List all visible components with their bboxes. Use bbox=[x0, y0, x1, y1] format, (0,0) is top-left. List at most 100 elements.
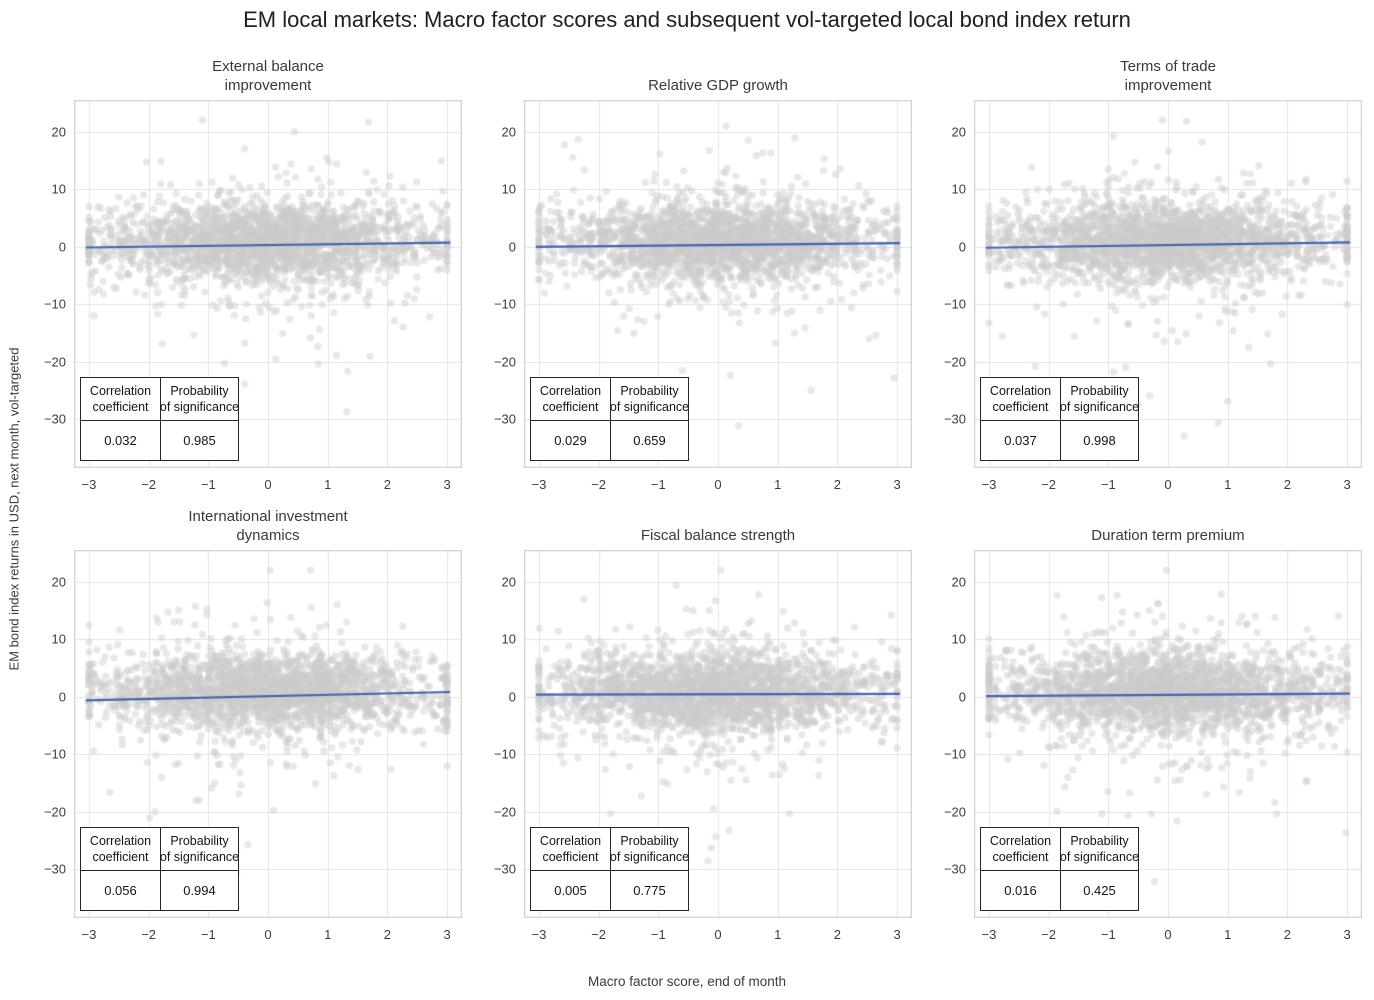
x-tick-label: 3 bbox=[893, 927, 901, 942]
x-axis-label: Macro factor score, end of month bbox=[587, 974, 787, 989]
x-tick-label: −2 bbox=[1041, 927, 1057, 942]
x-tick-label: −1 bbox=[650, 927, 666, 942]
subplot-title: Terms of trade improvement bbox=[1120, 58, 1216, 94]
stats-value-correlation-coefficient: 0.016 bbox=[981, 871, 1061, 911]
stats-header-probability-of-significance: Probability of significance bbox=[160, 378, 239, 421]
x-tick-label: 3 bbox=[443, 927, 451, 942]
y-tick-label: −30 bbox=[943, 861, 966, 877]
y-tick-label: 20 bbox=[501, 574, 516, 590]
y-tick-label: −30 bbox=[43, 861, 66, 877]
x-tick-label: 2 bbox=[1283, 927, 1291, 942]
y-tick-label: 0 bbox=[508, 239, 516, 255]
stats-value-probability-of-significance: 0.994 bbox=[161, 871, 239, 911]
x-tick-label: −3 bbox=[981, 927, 997, 942]
stats-header-correlation-coefficient: Correlation coefficient bbox=[81, 378, 161, 421]
subplot-external-balance-improvement: External balance improvement Correlation… bbox=[44, 58, 462, 492]
stats-header-correlation-coefficient: Correlation coefficient bbox=[531, 378, 611, 421]
x-tick-label: −2 bbox=[1041, 477, 1057, 492]
y-tick-label: −10 bbox=[493, 296, 516, 312]
y-tick-label: −10 bbox=[943, 296, 966, 312]
y-tick-label: 10 bbox=[501, 631, 516, 647]
subplot-title: International investment dynamics bbox=[188, 508, 348, 544]
stats-table: Correlation coefficient Probability of s… bbox=[530, 827, 689, 911]
x-tick-label: −1 bbox=[200, 927, 216, 942]
x-tick-label: −1 bbox=[200, 477, 216, 492]
y-tick-label: 0 bbox=[958, 689, 966, 705]
stats-header-correlation-coefficient: Correlation coefficient bbox=[981, 378, 1061, 421]
y-tick-label: 10 bbox=[951, 181, 966, 197]
y-tick-label: −30 bbox=[493, 411, 516, 427]
x-tick-label: 2 bbox=[833, 477, 841, 492]
x-tick-label: −3 bbox=[531, 927, 547, 942]
x-tick-label: −1 bbox=[1100, 927, 1116, 942]
y-tick-label: −10 bbox=[43, 296, 66, 312]
stats-header-correlation-coefficient: Correlation coefficient bbox=[531, 828, 611, 871]
x-tick-label: 3 bbox=[1343, 477, 1351, 492]
subplot-fiscal-balance-strength: Fiscal balance strength Correlation coef… bbox=[494, 527, 912, 942]
x-tick-label: 3 bbox=[443, 477, 451, 492]
x-tick-label: −2 bbox=[141, 927, 157, 942]
x-tick-label: 3 bbox=[893, 477, 901, 492]
x-tick-label: 1 bbox=[324, 477, 332, 492]
x-tick-label: 0 bbox=[264, 927, 272, 942]
subplot-international-investment-dynamics: International investment dynamics Correl… bbox=[44, 508, 462, 942]
x-tick-label: 1 bbox=[774, 927, 782, 942]
y-tick-label: −20 bbox=[43, 804, 66, 820]
y-tick-label: 10 bbox=[51, 181, 66, 197]
stats-value-correlation-coefficient: 0.005 bbox=[531, 871, 611, 911]
x-tick-label: −3 bbox=[81, 927, 97, 942]
stats-table: Correlation coefficient Probability of s… bbox=[980, 827, 1139, 911]
stats-header-probability-of-significance: Probability of significance bbox=[1060, 378, 1139, 421]
x-tick-label: −1 bbox=[1100, 477, 1116, 492]
x-tick-label: −2 bbox=[141, 477, 157, 492]
y-tick-label: −20 bbox=[493, 804, 516, 820]
stats-header-probability-of-significance: Probability of significance bbox=[1060, 828, 1139, 871]
subplot-title: Fiscal balance strength bbox=[640, 527, 796, 544]
x-tick-label: −3 bbox=[981, 477, 997, 492]
x-tick-label: −1 bbox=[650, 477, 666, 492]
y-tick-label: −30 bbox=[43, 411, 66, 427]
y-axis-label: EM bond index returns in USD, next month… bbox=[6, 347, 22, 671]
x-tick-label: 2 bbox=[833, 927, 841, 942]
stats-header-probability-of-significance: Probability of significance bbox=[160, 828, 239, 871]
y-tick-label: 20 bbox=[51, 574, 66, 590]
stats-value-probability-of-significance: 0.998 bbox=[1061, 421, 1139, 461]
subplot-duration-term-premium: Duration term premium Correlation coeffi… bbox=[944, 527, 1362, 942]
y-tick-label: 0 bbox=[58, 689, 66, 705]
y-tick-label: −30 bbox=[943, 411, 966, 427]
x-tick-label: 0 bbox=[714, 477, 722, 492]
y-tick-label: 10 bbox=[501, 181, 516, 197]
stats-table: Correlation coefficient Probability of s… bbox=[980, 377, 1139, 461]
y-tick-label: −20 bbox=[943, 804, 966, 820]
x-tick-label: 1 bbox=[774, 477, 782, 492]
y-tick-label: −10 bbox=[493, 746, 516, 762]
y-tick-label: 0 bbox=[508, 689, 516, 705]
stats-value-correlation-coefficient: 0.032 bbox=[81, 421, 161, 461]
y-tick-label: 20 bbox=[51, 124, 66, 140]
x-tick-label: −3 bbox=[531, 477, 547, 492]
stats-value-correlation-coefficient: 0.037 bbox=[981, 421, 1061, 461]
figure-title: EM local markets: Macro factor scores an… bbox=[243, 7, 1131, 32]
stats-header-correlation-coefficient: Correlation coefficient bbox=[981, 828, 1061, 871]
stats-header-probability-of-significance: Probability of significance bbox=[610, 378, 689, 421]
x-tick-label: 1 bbox=[1224, 927, 1232, 942]
x-tick-label: 2 bbox=[383, 477, 391, 492]
x-tick-label: 1 bbox=[324, 927, 332, 942]
x-tick-label: 2 bbox=[1283, 477, 1291, 492]
subplot-title: Relative GDP growth bbox=[648, 77, 788, 94]
x-tick-label: −2 bbox=[591, 477, 607, 492]
y-tick-label: 0 bbox=[58, 239, 66, 255]
stats-table: Correlation coefficient Probability of s… bbox=[530, 377, 689, 461]
x-tick-label: −2 bbox=[591, 927, 607, 942]
stats-value-probability-of-significance: 0.985 bbox=[161, 421, 239, 461]
y-tick-label: 0 bbox=[958, 239, 966, 255]
x-tick-label: 2 bbox=[383, 927, 391, 942]
stats-table: Correlation coefficient Probability of s… bbox=[80, 377, 239, 461]
x-tick-label: 0 bbox=[1164, 927, 1172, 942]
y-tick-label: −30 bbox=[493, 861, 516, 877]
y-tick-label: −20 bbox=[493, 354, 516, 370]
x-tick-label: 1 bbox=[1224, 477, 1232, 492]
x-tick-label: −3 bbox=[81, 477, 97, 492]
stats-value-correlation-coefficient: 0.056 bbox=[81, 871, 161, 911]
subplot-terms-of-trade-improvement: Terms of trade improvement Correlation c… bbox=[944, 58, 1362, 492]
